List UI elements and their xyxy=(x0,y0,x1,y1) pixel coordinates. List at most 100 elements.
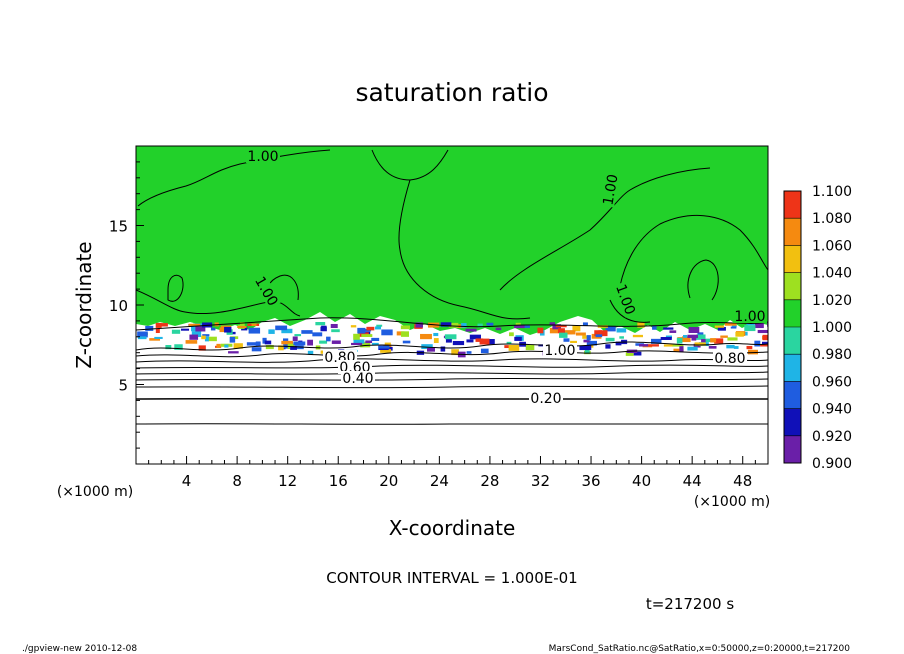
field-speckle xyxy=(549,322,556,326)
field-speckle xyxy=(487,339,495,345)
field-speckle xyxy=(466,339,474,343)
field-speckle xyxy=(760,344,768,347)
field-speckle xyxy=(240,322,245,326)
field-speckle xyxy=(625,351,634,356)
x-tick-label: 4 xyxy=(182,472,192,490)
contour-line xyxy=(609,299,651,323)
contour-line xyxy=(687,259,719,301)
field-speckle xyxy=(165,345,172,350)
contour-label-text: 0.80 xyxy=(714,351,745,367)
field-speckle xyxy=(171,329,181,334)
field-speckle xyxy=(402,340,411,344)
field-speckle xyxy=(155,328,160,334)
field-speckle xyxy=(582,322,588,326)
field-speckle xyxy=(708,346,717,349)
field-speckle xyxy=(224,326,232,333)
field-speckle xyxy=(357,327,366,334)
colorbar-label: 1.060 xyxy=(812,238,852,254)
field-speckle xyxy=(365,340,373,344)
field-speckle xyxy=(360,328,372,332)
field-speckle xyxy=(549,327,560,334)
footer-left: ./gpview-new 2010-12-08 xyxy=(22,644,137,654)
contour-label-bg xyxy=(341,371,375,385)
field-speckle xyxy=(479,338,490,345)
field-speckle xyxy=(735,331,744,337)
field-speckle xyxy=(315,322,326,326)
field-speckle xyxy=(281,328,293,334)
contour-line xyxy=(136,317,768,331)
field-speckle xyxy=(251,323,257,326)
field-speckle xyxy=(652,325,657,330)
field-speckle xyxy=(400,325,410,330)
field-speckle xyxy=(495,327,502,331)
saturated-region xyxy=(136,146,768,335)
field-speckle xyxy=(682,336,691,343)
contour-line xyxy=(136,397,768,401)
field-speckle xyxy=(669,330,677,333)
field-speckle xyxy=(762,334,768,341)
y-axis-unit-note: (×1000 m) xyxy=(694,494,770,510)
y-axis: 5 10 15 xyxy=(109,161,144,449)
field-speckle xyxy=(754,322,764,329)
chart-title: saturation ratio xyxy=(355,78,548,107)
field-speckle xyxy=(137,331,148,338)
field-speckle xyxy=(754,340,761,347)
contour-label-bg xyxy=(613,280,639,318)
field-speckle xyxy=(732,324,737,328)
x-tick-label: 48 xyxy=(733,472,752,490)
field-speckle xyxy=(185,340,198,344)
field-speckle xyxy=(366,326,375,331)
contour-label: 1.00 xyxy=(246,149,280,165)
field-speckle xyxy=(509,332,514,337)
colorbar-segment xyxy=(784,381,801,409)
field-speckle xyxy=(514,336,522,341)
field-speckle xyxy=(444,334,457,340)
x-tick-label: 36 xyxy=(581,472,600,490)
colorbar: 0.900 0.920 0.940 0.960 0.980 1.000 1.020 1.040… xyxy=(783,184,852,472)
contour-line xyxy=(136,385,768,389)
field-speckle xyxy=(746,345,753,350)
field-speckle xyxy=(466,351,472,354)
field-speckle xyxy=(268,329,275,334)
field-speckle xyxy=(515,322,521,326)
colorbar-label: 0.940 xyxy=(812,402,852,418)
field-speckle xyxy=(506,341,512,344)
field-speckle xyxy=(676,337,683,344)
contour-label-bg xyxy=(713,351,747,365)
contour-label: 0.80 xyxy=(713,351,747,367)
field-speckle xyxy=(361,334,373,337)
field-speckle xyxy=(195,326,206,332)
field-speckle xyxy=(154,336,163,339)
contour-line xyxy=(136,350,768,358)
contour-label-bg xyxy=(543,343,577,357)
y-tick-label: 15 xyxy=(109,218,128,236)
field-speckle xyxy=(351,342,363,346)
field-speckle xyxy=(717,327,726,331)
field-speckle xyxy=(637,322,645,328)
x-tick-label: 28 xyxy=(480,472,499,490)
contour-line xyxy=(136,371,768,375)
plot-area: 1.001.001.00 1.000.800.600.400.200.801.00… xyxy=(136,146,768,464)
field-speckle xyxy=(201,335,206,340)
field-speckle xyxy=(433,338,439,343)
field-speckle xyxy=(660,337,672,340)
field-speckle xyxy=(371,337,380,342)
field-speckle xyxy=(748,349,758,355)
field-speckle xyxy=(353,333,360,340)
x-tick-label: 8 xyxy=(232,472,242,490)
colorbar-label: 1.020 xyxy=(812,293,852,309)
field-speckle xyxy=(319,340,328,344)
colorbar-label: 0.980 xyxy=(812,347,852,363)
contour-label: 1.00 xyxy=(543,343,577,359)
field-speckle xyxy=(330,323,338,329)
field-speckle xyxy=(320,326,327,332)
colorbar-segment xyxy=(784,435,801,463)
field-speckle xyxy=(440,322,452,327)
footer-right: MarsCond_SatRatio.nc@SatRatio,x=0:50000,… xyxy=(549,644,851,654)
contour-label-bg xyxy=(246,149,280,163)
contour-label-bg xyxy=(529,391,563,405)
field-speckle xyxy=(584,349,590,354)
field-speckle xyxy=(744,325,756,332)
field-speckle xyxy=(663,344,673,347)
